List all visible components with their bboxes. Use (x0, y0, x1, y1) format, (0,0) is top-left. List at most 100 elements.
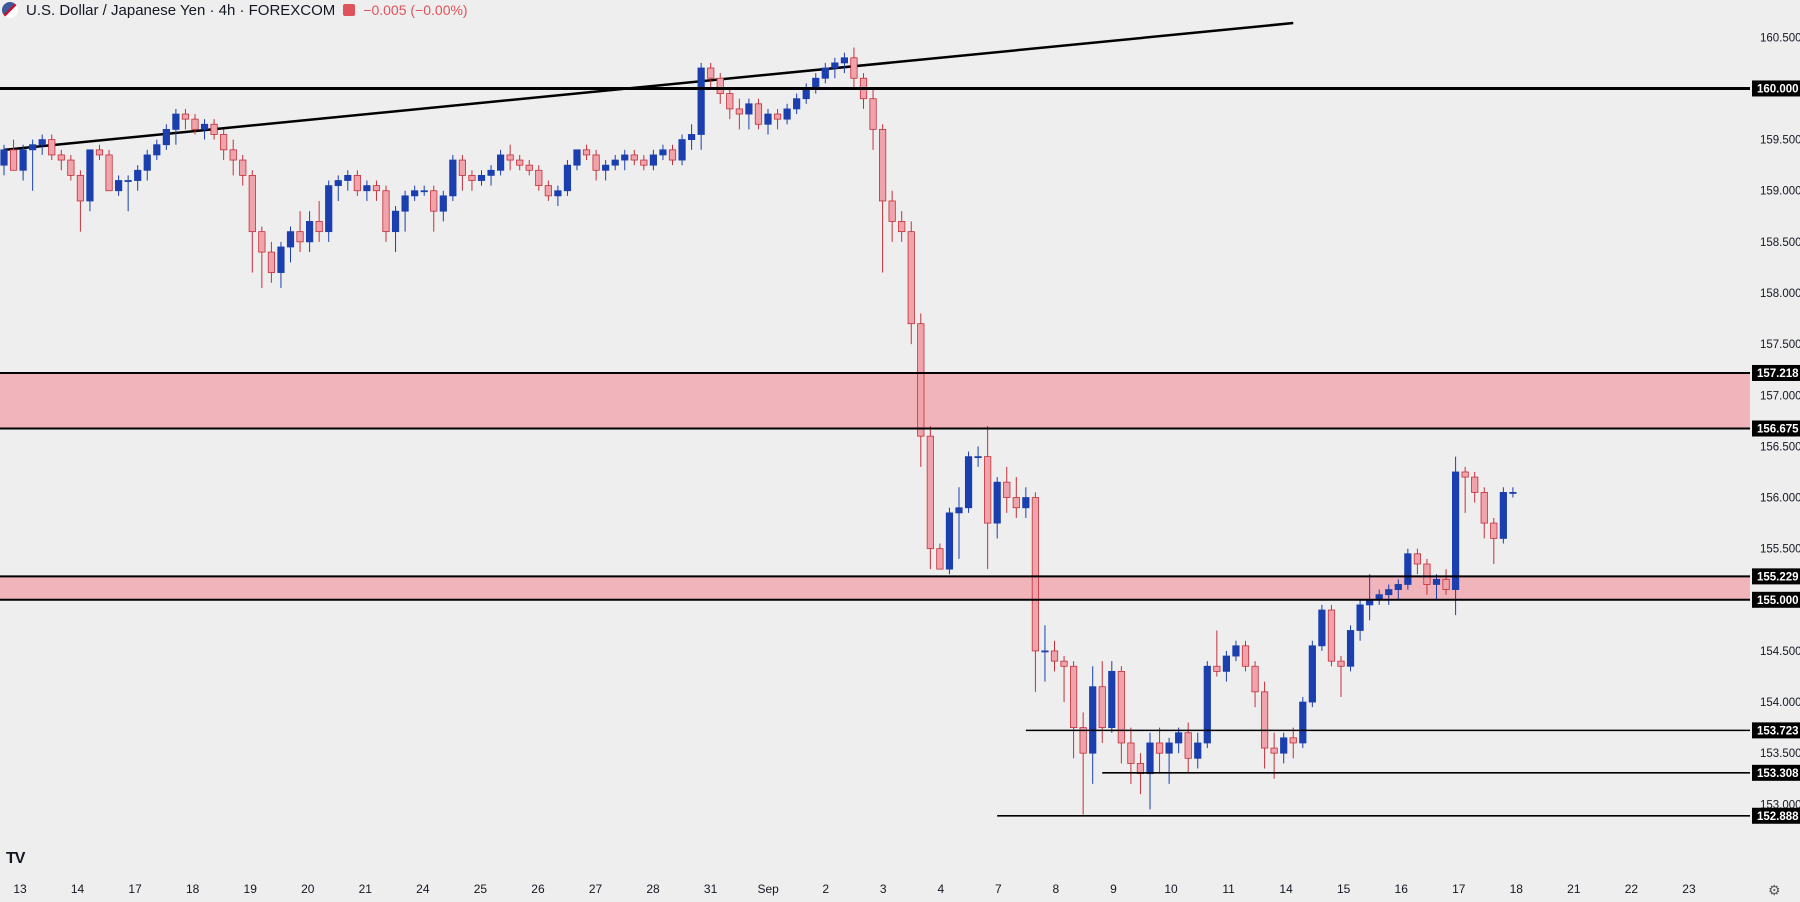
candle-body (143, 154, 151, 171)
candle-body (974, 456, 982, 459)
candle-body (1490, 522, 1498, 539)
candle (200, 119, 209, 140)
candle-body (1289, 737, 1297, 744)
candle (1385, 584, 1393, 605)
candle-body (773, 113, 782, 120)
candle (67, 154, 75, 181)
x-tick-label: 2 (822, 882, 829, 896)
us-jp-flag-icon (2, 2, 18, 18)
price-label-box (1752, 722, 1800, 739)
candle (525, 160, 533, 176)
candle (1041, 625, 1049, 682)
candle-body (554, 190, 562, 197)
candle-body (1299, 701, 1307, 744)
candle (516, 154, 524, 171)
candle (1356, 599, 1364, 641)
candle-body (1394, 584, 1402, 590)
candle (181, 108, 190, 130)
candle-body (1461, 471, 1469, 478)
candle-body (48, 139, 56, 156)
candle (678, 134, 686, 166)
candle (735, 98, 743, 130)
candle-body (124, 180, 132, 182)
candle-body (535, 169, 543, 187)
candle-body (38, 139, 46, 146)
candle (582, 144, 591, 161)
candle (1452, 456, 1460, 616)
candle (1241, 640, 1250, 672)
candle-body (707, 67, 715, 79)
candle-body (487, 169, 495, 176)
candle (334, 175, 342, 201)
candle-body (582, 149, 591, 156)
trendline[interactable] (3, 21, 1294, 152)
candle-body (745, 103, 753, 115)
candle-body (334, 180, 342, 187)
candle (544, 180, 552, 201)
candle (1213, 630, 1221, 677)
x-tick-label: 14 (71, 882, 85, 896)
candle (76, 170, 84, 232)
candle-body (19, 149, 27, 171)
candle (1280, 732, 1288, 764)
candle-body (592, 154, 600, 171)
candle-body (1041, 650, 1049, 653)
symbol-title[interactable]: U.S. Dollar / Japanese Yen · 4h · FOREXC… (26, 1, 336, 19)
price-label-box (1752, 591, 1800, 608)
candle-body (449, 159, 457, 197)
candle (869, 88, 877, 150)
x-tick-label: 17 (1452, 882, 1466, 896)
candle (344, 170, 352, 191)
candle-body (200, 123, 209, 130)
candle-body (305, 221, 314, 243)
candle (964, 451, 973, 513)
y-tick-label: 156.500 (1760, 441, 1800, 453)
candle-body (210, 123, 218, 135)
candle-body (879, 128, 887, 202)
tradingview-logo[interactable]: TV (6, 850, 25, 867)
candle (1146, 732, 1154, 810)
candle-body (382, 190, 390, 233)
candle (984, 425, 992, 570)
candle (726, 88, 734, 120)
candle-body (439, 195, 447, 212)
price-label: 155.229 (1757, 571, 1799, 583)
candle (802, 83, 810, 104)
candle (783, 103, 791, 125)
candle (1127, 727, 1135, 784)
candle-body (649, 154, 658, 166)
candle (821, 62, 829, 84)
candle (267, 241, 276, 283)
candle (554, 185, 562, 207)
price-label-box (1752, 420, 1800, 437)
candle (372, 180, 381, 201)
x-tick-label: 13 (13, 882, 27, 896)
candle-body (764, 113, 772, 125)
x-tick-label: 24 (416, 882, 430, 896)
price-change: −0.005 (−0.00%) (363, 2, 468, 18)
candle (1050, 640, 1059, 672)
candle-body (277, 246, 285, 273)
price-label: 157.218 (1757, 368, 1799, 380)
candle (907, 221, 915, 345)
candle (793, 93, 801, 115)
candle (229, 139, 237, 176)
candle-body (678, 139, 686, 161)
candle (659, 144, 667, 161)
y-tick-label: 155.500 (1760, 544, 1800, 556)
candle (1270, 732, 1278, 779)
candle (993, 477, 1001, 539)
candle (1222, 650, 1230, 682)
candle (286, 226, 295, 263)
candle (506, 144, 514, 171)
candle-body (754, 103, 763, 125)
candle (535, 165, 543, 191)
candle (1165, 737, 1173, 784)
settings-gear-icon[interactable]: ⚙ (1768, 882, 1781, 898)
candle-body (477, 174, 486, 181)
candle-body (1031, 497, 1039, 652)
candle-body (1318, 609, 1326, 647)
chart-header: U.S. Dollar / Japanese Yen · 4h · FOREXC… (0, 0, 468, 20)
x-tick-label: 18 (1510, 882, 1524, 896)
